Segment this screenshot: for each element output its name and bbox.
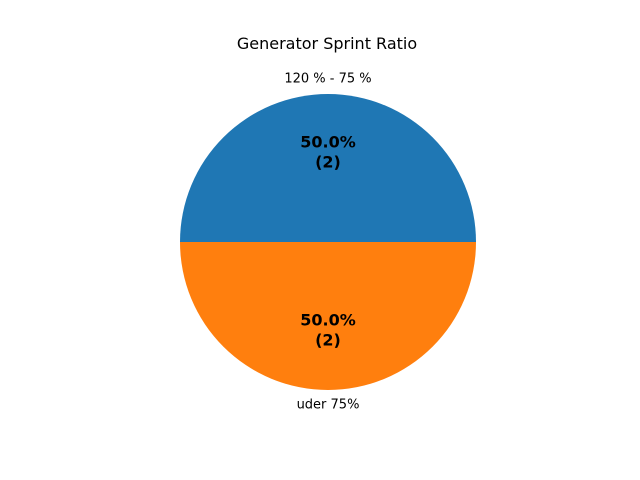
slice-percent-label-2: 50.0% [300, 310, 356, 329]
slice-category-label-1: 120 % - 75 % [284, 72, 371, 87]
pie-labels: 120 % - 75 %50.0%(2)uder 75%50.0%(2) [284, 72, 371, 413]
pie-slice-2 [180, 242, 476, 390]
slice-count-label-1: (2) [315, 153, 341, 172]
slice-percent-label-1: 50.0% [300, 133, 356, 152]
pie-slices [180, 94, 476, 390]
slice-category-label-2: uder 75% [297, 397, 360, 412]
pie-slice-1 [180, 94, 476, 242]
chart-title: Generator Sprint Ratio [237, 34, 417, 53]
slice-count-label-2: (2) [315, 330, 341, 349]
